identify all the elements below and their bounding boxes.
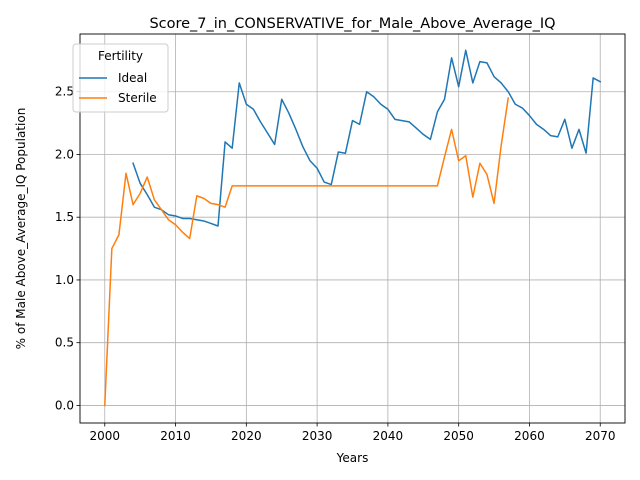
legend-label-ideal: Ideal (118, 71, 147, 85)
y-axis-ticks: 0.0 0.5 1.0 1.5 2.0 2.5 (55, 85, 80, 412)
x-tick-label: 2050 (443, 429, 474, 443)
y-axis-label: % of Male Above_Average_IQ Population (14, 108, 28, 350)
y-tick-label: 0.0 (55, 398, 74, 412)
x-axis-label: Years (336, 451, 369, 465)
x-axis-ticks: 2000 2010 2020 2030 2040 2050 2060 2070 (89, 423, 616, 443)
series-group (103, 49, 602, 407)
legend-label-sterile: Sterile (118, 91, 157, 105)
x-tick-label: 2030 (302, 429, 333, 443)
x-tick-label: 2010 (160, 429, 191, 443)
y-tick-label: 0.5 (55, 336, 74, 350)
x-tick-label: 2020 (231, 429, 262, 443)
x-tick-label: 2000 (89, 429, 120, 443)
y-tick-label: 1.0 (55, 273, 74, 287)
series-line-sterile (103, 97, 510, 407)
legend: Fertility Ideal Sterile (72, 43, 169, 113)
y-tick-label: 2.0 (55, 147, 74, 161)
plot-area-frame (79, 33, 626, 424)
y-tick-label: 1.5 (55, 210, 74, 224)
series-line-ideal (132, 49, 602, 227)
legend-box (72, 43, 169, 113)
x-tick-label: 2060 (514, 429, 545, 443)
x-tick-label: 2040 (373, 429, 404, 443)
legend-title: Fertility (98, 49, 143, 63)
y-tick-label: 2.5 (55, 85, 74, 99)
x-tick-label: 2070 (585, 429, 616, 443)
grid (80, 34, 625, 423)
chart-title: Score_7_in_CONSERVATIVE_for_Male_Above_A… (149, 16, 555, 32)
